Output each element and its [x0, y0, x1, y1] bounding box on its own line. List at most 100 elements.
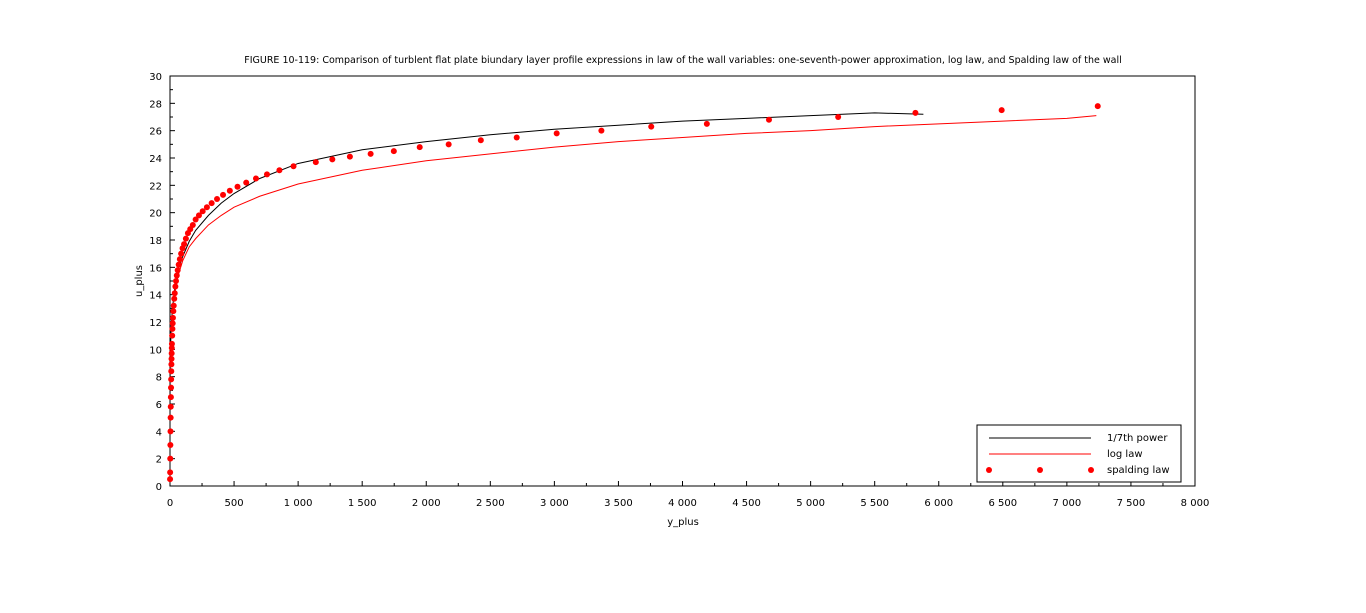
x-tick-label: 7 000 [1053, 498, 1082, 509]
data-point-spalding-law [168, 355, 175, 362]
data-point-spalding-law [171, 295, 178, 302]
x-tick-label: 5 000 [796, 498, 825, 509]
data-point-spalding-law [367, 150, 374, 157]
x-tick-label: 3 500 [604, 498, 633, 509]
data-point-spalding-law [390, 148, 397, 155]
data-point-spalding-law [290, 163, 297, 170]
data-point-spalding-law [169, 325, 176, 332]
y-tick-label: 24 [149, 154, 162, 165]
data-point-spalding-law [167, 403, 174, 410]
data-point-spalding-law [167, 394, 174, 401]
x-tick-label: 500 [225, 498, 244, 509]
data-point-spalding-law [168, 376, 175, 383]
data-point-spalding-law [169, 320, 176, 327]
data-point-spalding-law [168, 350, 175, 357]
y-tick-label: 12 [149, 318, 162, 329]
data-point-spalding-law [167, 469, 174, 476]
data-point-spalding-law [172, 283, 179, 290]
data-point-spalding-law [226, 187, 233, 194]
data-point-spalding-law [170, 302, 177, 309]
y-tick-label: 0 [156, 482, 162, 493]
data-point-spalding-law [912, 109, 919, 116]
data-point-spalding-law [168, 368, 175, 375]
series-group [167, 103, 1101, 487]
legend-label-log-law: log law [1107, 449, 1143, 460]
data-point-spalding-law [1094, 103, 1101, 110]
data-point-spalding-law [203, 204, 210, 211]
x-tick-label: 0 [167, 498, 173, 509]
x-tick-label: 4 000 [668, 498, 697, 509]
x-tick-label: 3 000 [540, 498, 569, 509]
data-point-spalding-law [765, 116, 772, 123]
data-point-spalding-law [189, 221, 196, 228]
y-tick-label: 28 [149, 99, 162, 110]
data-point-spalding-law [513, 134, 520, 141]
data-point-spalding-law [648, 123, 655, 130]
y-tick-label: 26 [149, 127, 162, 138]
data-point-spalding-law [173, 278, 180, 284]
legend-marker-spalding-law [986, 467, 992, 473]
data-point-spalding-law [243, 179, 250, 186]
data-point-spalding-law [598, 127, 605, 134]
data-point-spalding-law [998, 107, 1005, 114]
data-point-spalding-law [171, 290, 178, 297]
data-point-spalding-law [252, 175, 259, 182]
y-tick-label: 4 [156, 427, 162, 438]
data-point-spalding-law [169, 314, 176, 321]
x-tick-label: 8 000 [1181, 498, 1210, 509]
legend-marker-spalding-law [1037, 467, 1043, 473]
data-point-spalding-law [195, 212, 202, 219]
data-point-spalding-law [170, 308, 177, 315]
legend-label-1-7th-power: 1/7th power [1107, 433, 1168, 444]
x-tick-label: 1 500 [348, 498, 377, 509]
y-tick-label: 20 [149, 209, 162, 220]
data-point-spalding-law [199, 208, 206, 215]
data-point-spalding-law [192, 216, 199, 223]
data-point-spalding-law [167, 414, 174, 421]
data-point-spalding-law [181, 241, 188, 248]
data-point-spalding-law [329, 156, 336, 163]
data-point-spalding-law [168, 384, 175, 391]
x-tick-label: 7 500 [1117, 498, 1146, 509]
data-point-spalding-law [208, 200, 215, 207]
data-point-spalding-law [703, 120, 710, 127]
legend-marker-spalding-law [1088, 467, 1094, 473]
data-point-spalding-law [173, 272, 180, 279]
legend: 1/7th power log law spalding law [976, 424, 1182, 483]
x-tick-label: 6 000 [924, 498, 953, 509]
legend-label-spalding-law: spalding law [1107, 465, 1170, 476]
y-tick-label: 16 [149, 263, 162, 274]
x-tick-label: 6 500 [988, 498, 1017, 509]
x-axis-label: y_plus [667, 517, 699, 528]
x-tick-label: 1 000 [284, 498, 313, 509]
y-tick-label: 2 [156, 455, 162, 466]
x-tick-label: 2 000 [412, 498, 441, 509]
data-point-spalding-law [214, 196, 221, 202]
y-tick-label: 14 [149, 291, 162, 302]
data-point-spalding-law [312, 159, 319, 166]
data-point-spalding-law [835, 114, 842, 120]
y-tick-label: 6 [156, 400, 162, 411]
data-point-spalding-law [168, 340, 175, 347]
data-point-spalding-law [477, 137, 484, 144]
data-point-spalding-law [167, 455, 174, 462]
data-point-spalding-law [182, 235, 189, 242]
data-point-spalding-law [445, 141, 452, 148]
data-point-spalding-law [178, 250, 185, 257]
data-point-spalding-law [220, 191, 227, 198]
data-point-spalding-law [174, 267, 181, 274]
data-point-spalding-law [416, 144, 423, 151]
y-axis-label: u_plus [134, 265, 145, 297]
data-point-spalding-law [276, 167, 283, 174]
data-point-spalding-law [263, 171, 270, 178]
x-axis: 0 500 1 000 1 500 2 000 2 500 3 000 3 500 4 000 4… [167, 481, 1210, 509]
x-tick-label: 5 500 [860, 498, 889, 509]
y-tick-label: 30 [149, 72, 162, 83]
data-point-spalding-law [553, 130, 560, 137]
data-point-spalding-law [167, 476, 174, 483]
y-tick-label: 8 [156, 373, 162, 384]
data-point-spalding-law [176, 256, 183, 263]
series-line-1-7th-power [169, 112, 924, 487]
